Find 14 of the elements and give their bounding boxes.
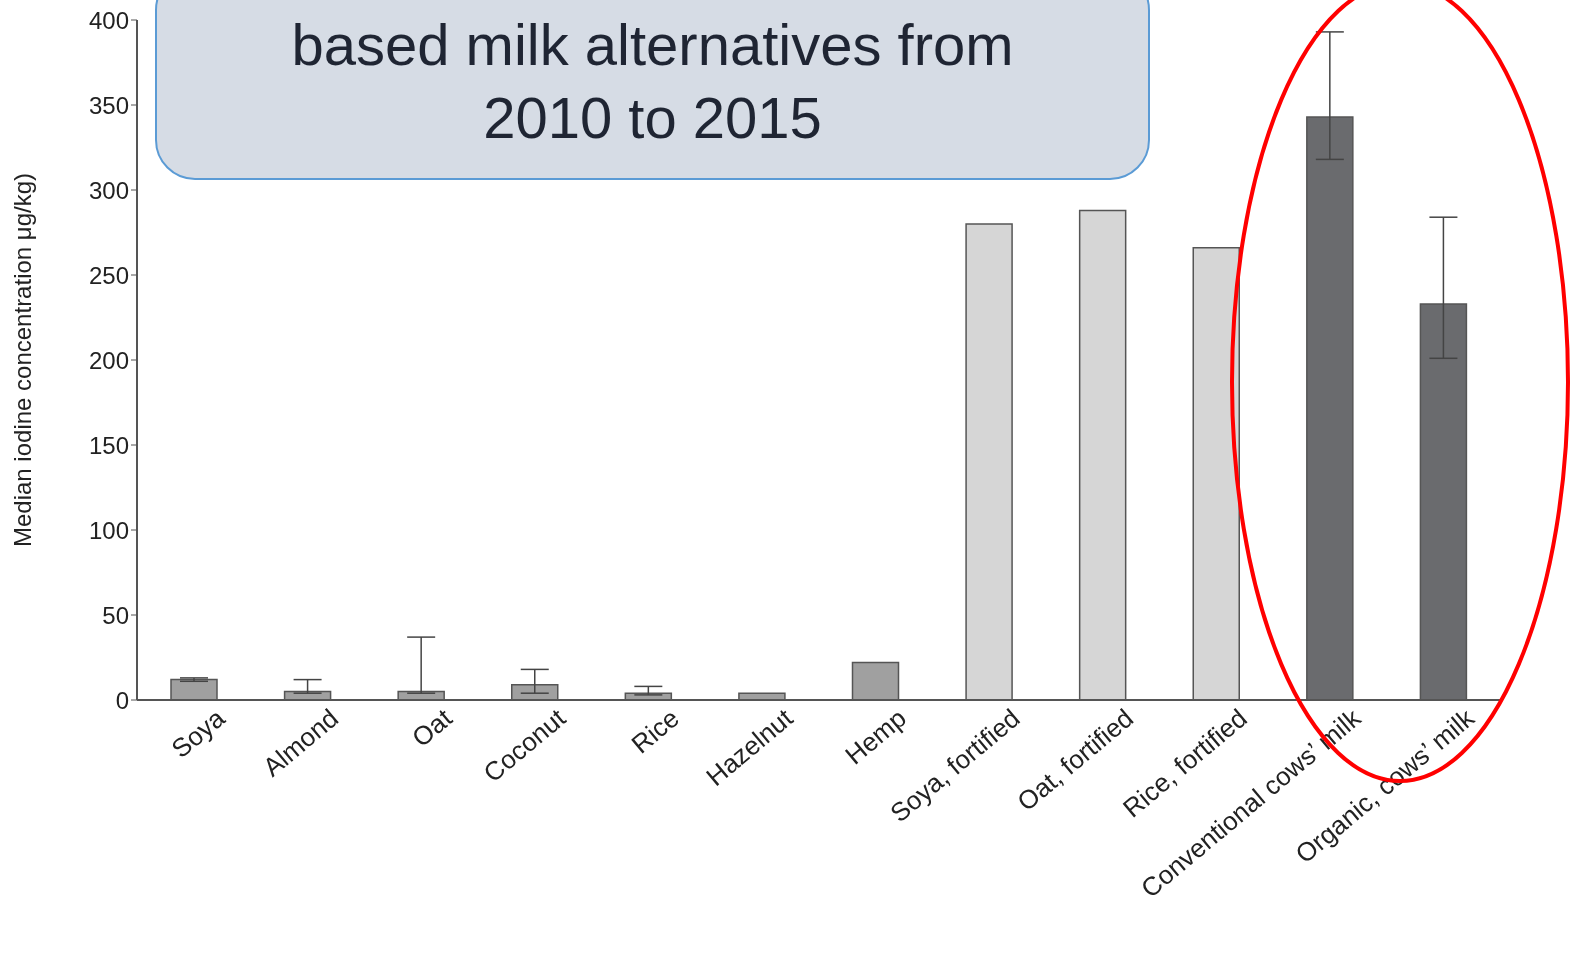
y-tick-label: 100 [88, 516, 129, 544]
y-tick-label: 300 [88, 176, 129, 204]
x-tick-label: Oat [406, 702, 459, 753]
y-tick-label: 150 [88, 431, 129, 459]
title-callout: based milk alternatives from 2010 to 2015 [155, 0, 1150, 180]
y-tick-label: 350 [88, 91, 129, 119]
y-axis-title: Median iodine concentration μg/kg) [8, 172, 36, 548]
y-tick-label: 50 [102, 601, 129, 629]
y-tick-label: 200 [88, 346, 129, 374]
x-tick-label: Rice [625, 702, 685, 760]
y-tick-label: 0 [115, 686, 129, 714]
y-tick-label: 250 [88, 261, 129, 289]
y-tick-label: 400 [88, 6, 129, 34]
x-tick-label: Soya [165, 702, 231, 764]
